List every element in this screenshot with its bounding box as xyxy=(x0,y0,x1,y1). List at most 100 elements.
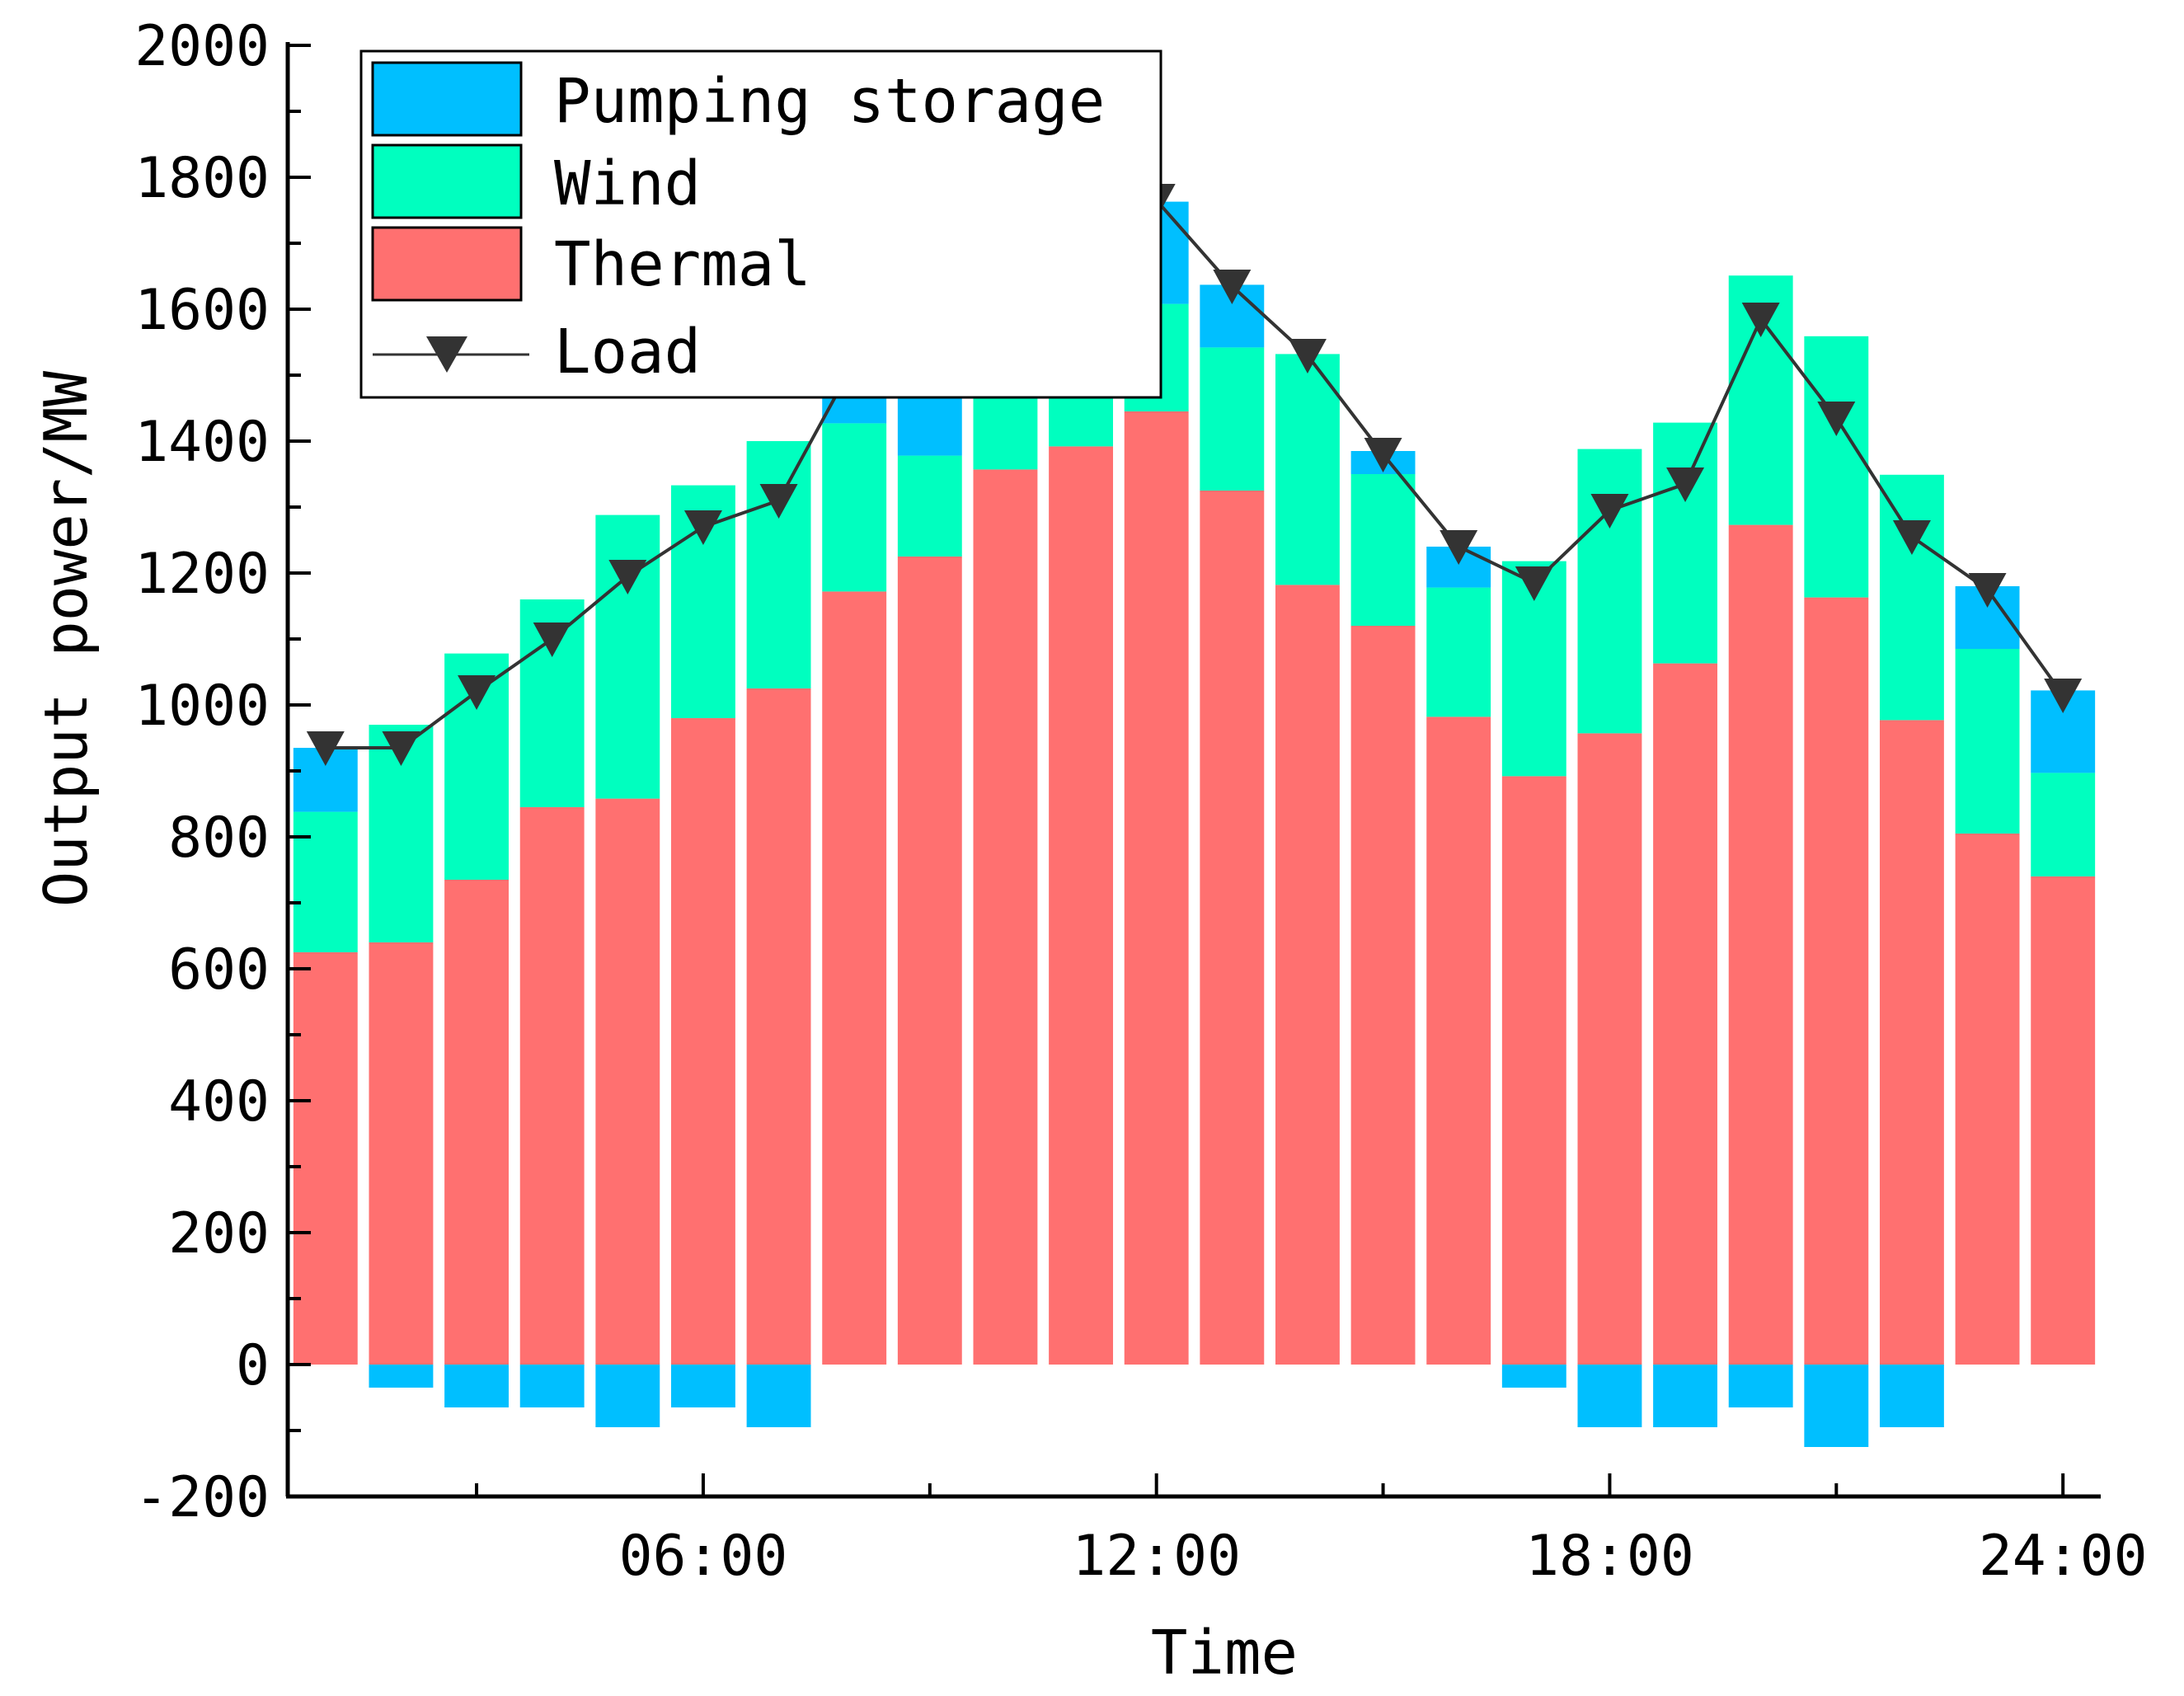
legend-label-pumping-storage: Pumping storage xyxy=(554,66,1105,137)
bar-thermal-15 xyxy=(1350,626,1416,1365)
bar-pumping-storage-19 xyxy=(1653,1365,1718,1427)
load-line xyxy=(325,198,2064,749)
bar-wind-18 xyxy=(1577,449,1642,734)
y-tick-label: 1200 xyxy=(134,542,270,607)
bar-pumping-storage-20 xyxy=(1728,1365,1793,1407)
bar-pumping-storage-21 xyxy=(1804,1365,1869,1447)
bar-thermal-8 xyxy=(822,591,887,1365)
bar-wind-22 xyxy=(1879,474,1944,721)
legend-label-load: Load xyxy=(554,317,701,388)
bar-pumping-storage-17 xyxy=(1501,1365,1566,1388)
bar-wind-8 xyxy=(822,423,887,592)
y-axis-label: Output power/MW xyxy=(31,370,101,907)
load-marker-15 xyxy=(1364,438,1402,472)
y-axis-ticks: -200 0 200 400 600 800 1000 1200 1400 1600 1800 200… xyxy=(134,14,311,1530)
legend: Pumping storage Wind Thermal Load xyxy=(359,49,1162,399)
load-marker-2 xyxy=(382,731,420,766)
x-tick-label: 12:00 xyxy=(1072,1524,1241,1589)
bar-wind-7 xyxy=(746,441,811,688)
load-marker-1 xyxy=(306,731,345,766)
bar-thermal-2 xyxy=(369,942,434,1365)
load-marker-3 xyxy=(458,675,496,710)
bar-pumping-storage-5 xyxy=(595,1365,660,1427)
load-marker-4 xyxy=(533,622,571,657)
bar-thermal-1 xyxy=(293,952,358,1365)
bar-wind-14 xyxy=(1275,354,1340,585)
load-marker-18 xyxy=(1590,494,1629,529)
bar-pumping-storage-18 xyxy=(1577,1365,1642,1427)
bar-wind-13 xyxy=(1200,347,1265,491)
y-tick-label: 600 xyxy=(168,937,270,1003)
bar-thermal-13 xyxy=(1200,491,1265,1365)
x-tick-label: 24:00 xyxy=(1979,1524,2148,1589)
y-tick-label: 1000 xyxy=(134,674,270,739)
bar-pumping-storage-4 xyxy=(519,1365,585,1407)
bar-thermal-4 xyxy=(519,807,585,1365)
legend-swatch-thermal xyxy=(371,226,523,302)
bar-pumping-storage-7 xyxy=(746,1365,811,1427)
bar-pumping-storage-2 xyxy=(369,1365,434,1388)
load-marker-24 xyxy=(2044,679,2083,713)
legend-swatch-pumping-storage xyxy=(371,61,523,137)
bar-thermal-10 xyxy=(973,469,1038,1365)
bar-wind-23 xyxy=(1955,649,2020,834)
x-axis-ticks: 06:00 12:00 18:00 24:00 xyxy=(475,1473,2148,1589)
legend-swatch-wind xyxy=(371,143,523,219)
y-tick-label: 200 xyxy=(168,1201,270,1266)
load-marker-5 xyxy=(608,560,647,594)
load-marker-7 xyxy=(759,484,798,519)
bar-thermal-18 xyxy=(1577,733,1642,1365)
legend-label-wind: Wind xyxy=(554,148,701,219)
y-tick-label: 800 xyxy=(168,806,270,871)
y-tick-label: -200 xyxy=(134,1465,270,1530)
bar-thermal-21 xyxy=(1804,597,1869,1365)
legend-marker-load xyxy=(426,336,467,373)
bar-pumping-storage-3 xyxy=(444,1365,510,1407)
load-marker-20 xyxy=(1741,303,1780,337)
bar-thermal-20 xyxy=(1728,524,1793,1365)
legend-label-thermal: Thermal xyxy=(554,229,811,300)
bar-wind-16 xyxy=(1426,587,1491,717)
bar-wind-21 xyxy=(1804,336,1869,598)
bar-thermal-24 xyxy=(2031,876,2096,1365)
bar-thermal-5 xyxy=(595,798,660,1365)
x-axis-label: Time xyxy=(1151,1618,1298,1689)
load-marker-22 xyxy=(1892,520,1931,555)
load-marker-21 xyxy=(1817,402,1856,436)
x-tick-label: 06:00 xyxy=(619,1524,788,1589)
bar-thermal-14 xyxy=(1275,585,1340,1365)
bar-thermal-7 xyxy=(746,688,811,1365)
bar-wind-24 xyxy=(2031,773,2096,876)
load-marker-16 xyxy=(1440,530,1478,565)
bar-thermal-3 xyxy=(444,880,510,1365)
bar-thermal-19 xyxy=(1653,663,1718,1365)
bar-wind-10 xyxy=(973,390,1038,470)
y-tick-label: 400 xyxy=(168,1069,270,1135)
x-tick-label: 18:00 xyxy=(1525,1524,1694,1589)
bar-wind-5 xyxy=(595,514,660,799)
bar-thermal-9 xyxy=(897,557,962,1365)
bar-pumping-storage-22 xyxy=(1879,1365,1944,1427)
bars-layer xyxy=(293,201,2096,1447)
bar-pumping-storage-6 xyxy=(670,1365,735,1407)
load-marker-14 xyxy=(1288,339,1327,373)
bar-wind-9 xyxy=(897,455,962,557)
load-marker-23 xyxy=(1968,573,2007,608)
y-tick-label: 1400 xyxy=(134,410,270,475)
y-tick-label: 1600 xyxy=(134,278,270,343)
y-tick-label: 0 xyxy=(236,1333,270,1398)
bar-wind-19 xyxy=(1653,422,1718,664)
bar-wind-15 xyxy=(1350,474,1416,626)
y-tick-label: 2000 xyxy=(134,14,270,79)
bar-thermal-16 xyxy=(1426,716,1491,1365)
load-marker-6 xyxy=(683,510,722,545)
bar-thermal-12 xyxy=(1124,411,1189,1365)
bar-thermal-22 xyxy=(1879,720,1944,1365)
y-tick-label: 1800 xyxy=(134,146,270,211)
bar-thermal-6 xyxy=(670,718,735,1365)
bar-thermal-23 xyxy=(1955,834,2020,1365)
bar-wind-1 xyxy=(293,811,358,952)
load-marker-17 xyxy=(1515,566,1553,601)
bar-thermal-17 xyxy=(1501,776,1566,1365)
